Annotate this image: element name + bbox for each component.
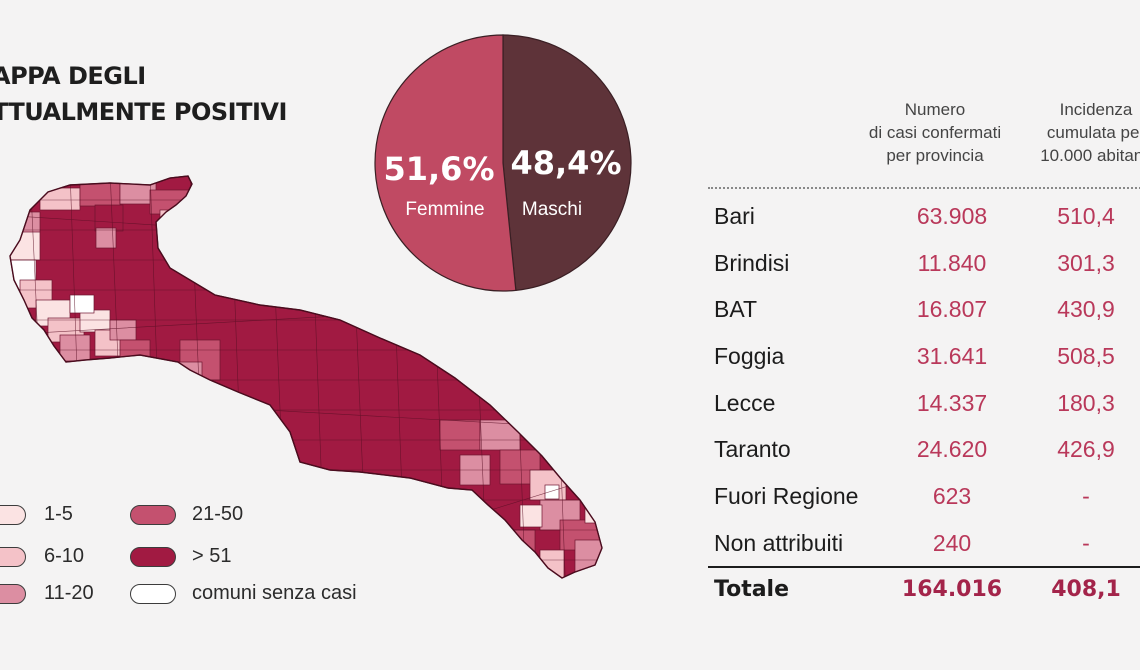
total-incidenza-value: 408,1	[1051, 577, 1121, 602]
total-casi-value: 164.016	[901, 577, 1003, 602]
casi-value: 31.641	[916, 343, 988, 369]
legend-label: 21-50	[192, 503, 244, 525]
puglia-choropleth-map	[9, 175, 603, 579]
header-casi-line-1: Numero	[904, 100, 966, 119]
table-row-lecce: Lecce 14.337 180,3	[0, 390, 1140, 420]
casi-value: 11.840	[917, 250, 987, 276]
legend-label: 1-5	[44, 503, 73, 525]
casi-value: 16.807	[916, 296, 988, 322]
header-incidenza: Incidenza cumulata per 10.000 abitanti	[1026, 98, 1140, 167]
legend-label: comuni senza casi	[192, 582, 357, 604]
total-label: Totale	[714, 577, 790, 602]
incidenza-value: 430,9	[1057, 296, 1115, 322]
legend-swatch	[130, 547, 176, 567]
casi-value: 240	[932, 530, 972, 556]
incidenza-value: 508,5	[1057, 343, 1115, 369]
legend-swatch	[130, 584, 176, 604]
province-name: Taranto	[714, 436, 791, 462]
pie-pct-maschi: 48,4%	[510, 144, 621, 182]
legend-swatch	[0, 547, 26, 567]
casi-value: 14.337	[916, 390, 988, 416]
header-casi-line-2: di casi confermati	[868, 123, 1002, 142]
map-title-line-2: TTUALMENTE POSITIVI	[0, 98, 287, 126]
province-name: Lecce	[714, 390, 776, 416]
table-row-fuori-regione: Fuori Regione 623 -	[0, 483, 1140, 513]
legend-item-21-50: 21-50	[130, 503, 280, 529]
casi-value: 63.908	[916, 203, 988, 229]
province-name: Brindisi	[714, 250, 790, 276]
table-row-totale: Totale 164.016 408,1	[0, 577, 1140, 607]
legend-item-6-10: 6-10	[0, 545, 100, 571]
table-row-foggia: Foggia 31.641 508,5	[0, 343, 1140, 373]
header-incidenza-line-3: 10.000 abitanti	[1040, 146, 1140, 165]
legend-swatch	[0, 505, 26, 525]
incidenza-value: 426,9	[1057, 436, 1115, 462]
province-name: BAT	[714, 296, 758, 322]
pie-slices	[374, 34, 632, 292]
incidenza-value: 180,3	[1057, 390, 1115, 416]
gender-pie-chart: 51,6% Femmine 48,4% Maschi	[374, 34, 632, 292]
legend-item-1-5: 1-5	[0, 503, 100, 529]
table-row-bat: BAT 16.807 430,9	[0, 296, 1140, 326]
legend-item-over-51: > 51	[130, 545, 280, 571]
pie-label-maschi: Maschi	[522, 199, 582, 220]
legend-item-senza-casi: comuni senza casi	[130, 582, 390, 608]
header-incidenza-line-1: Incidenza	[1059, 100, 1133, 119]
legend-label: > 51	[192, 545, 232, 567]
legend-label: 11-20	[44, 582, 94, 604]
header-casi: Numero di casi confermati per provincia	[855, 98, 1015, 167]
casi-value: 24.620	[916, 436, 988, 462]
map-base-regions	[9, 175, 603, 579]
casi-value: 623	[932, 483, 972, 509]
map-title-line-1: APPA DEGLI	[0, 62, 146, 90]
legend-item-11-20: 11-20	[0, 582, 110, 608]
province-name: Foggia	[714, 343, 785, 369]
incidenza-value: 510,4	[1057, 203, 1115, 229]
table-row-non-attribuiti: Non attribuiti 240 -	[0, 530, 1140, 560]
pie-label-femmine: Femmine	[405, 199, 484, 220]
header-casi-line-3: per provincia	[886, 146, 984, 165]
pie-slice-femmine	[374, 34, 517, 292]
legend-swatch	[0, 584, 26, 604]
pie-pct-femmine: 51,6%	[383, 150, 494, 188]
table-row-bari: Bari 63.908 510,4	[0, 203, 1140, 233]
province-name: Bari	[714, 203, 755, 229]
incidenza-value: 301,3	[1057, 250, 1115, 276]
map-title: APPA DEGLI TTUALMENTE POSITIVI	[0, 58, 287, 130]
legend-label: 6-10	[44, 545, 85, 567]
incidenza-value: -	[1082, 530, 1090, 556]
table-row-brindisi: Brindisi 11.840 301,3	[0, 250, 1140, 280]
header-incidenza-line-2: cumulata per	[1046, 123, 1140, 142]
total-divider	[708, 566, 1140, 568]
incidenza-value: -	[1082, 483, 1090, 509]
table-row-taranto: Taranto 24.620 426,9	[0, 436, 1140, 466]
province-name: Non attribuiti	[714, 530, 844, 556]
pie-slice-maschi	[502, 34, 632, 292]
legend-swatch	[130, 505, 176, 525]
header-dotted-divider	[708, 187, 1140, 189]
province-name: Fuori Regione	[714, 483, 859, 509]
